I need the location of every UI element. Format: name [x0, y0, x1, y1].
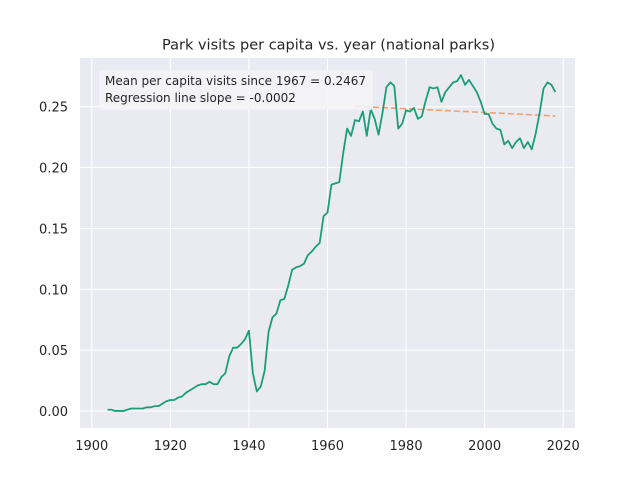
y-axis-ticks: 0.00 0.05 0.10 0.15 0.20 0.25 [39, 101, 68, 420]
annotation-slope: Regression line slope = -0.0002 [105, 91, 296, 105]
x-tick-label: 2000 [468, 439, 501, 454]
y-tick-label: 0.15 [39, 222, 68, 237]
regression-line [354, 105, 556, 117]
y-tick-label: 0.25 [39, 101, 68, 116]
y-tick-label: 0.00 [39, 405, 68, 420]
x-tick-label: 1900 [75, 439, 108, 454]
annotation-mean: Mean per capita visits since 1967 = 0.24… [105, 74, 366, 88]
annotation-background [99, 70, 373, 110]
x-tick-label: 1940 [232, 439, 265, 454]
x-axis-ticks: 1900 1920 1940 1960 1980 2000 2020 [75, 439, 580, 454]
annotation-box: Mean per capita visits since 1967 = 0.24… [99, 70, 373, 110]
y-tick-label: 0.10 [39, 283, 68, 298]
grid-lines [80, 58, 575, 428]
series-line [107, 74, 557, 412]
x-tick-label: 1980 [390, 439, 423, 454]
y-tick-label: 0.05 [39, 344, 68, 359]
y-tick-label: 0.20 [39, 162, 68, 177]
x-tick-label: 1920 [154, 439, 187, 454]
x-tick-label: 2020 [547, 439, 580, 454]
x-tick-label: 1960 [311, 439, 344, 454]
chart-title: Park visits per capita vs. year (nationa… [162, 38, 495, 54]
